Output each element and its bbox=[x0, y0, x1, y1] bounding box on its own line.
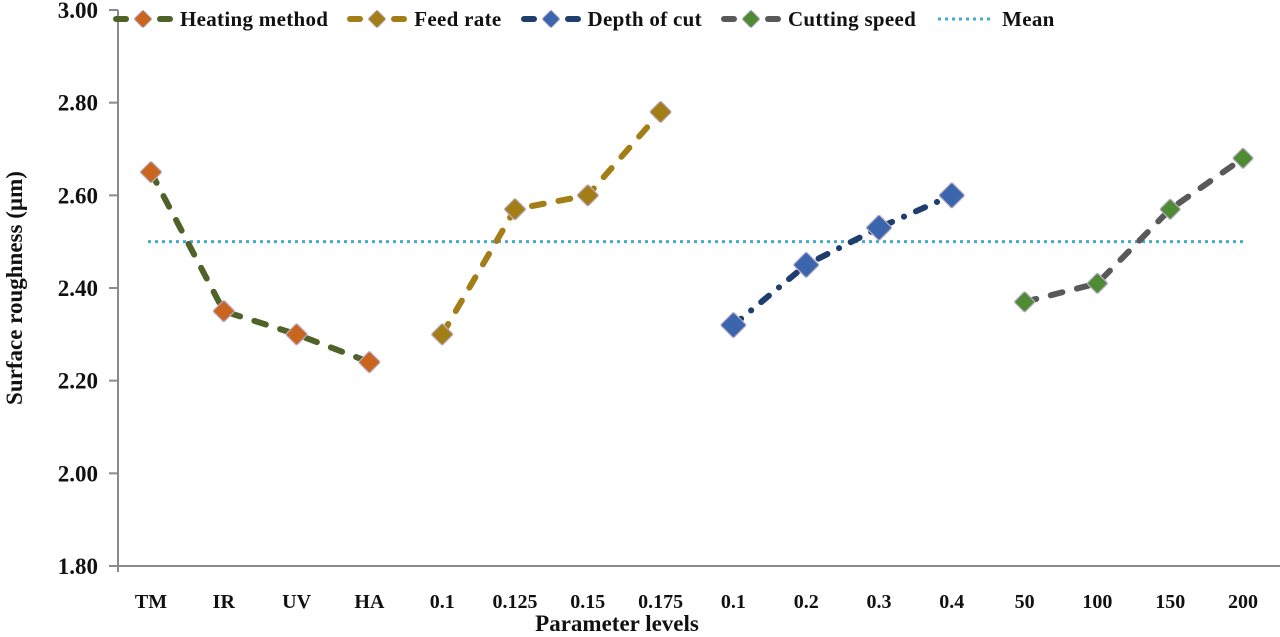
legend-item-depth-of-cut: Depth of cut bbox=[520, 6, 702, 32]
y-tick-label: 2.40 bbox=[58, 276, 98, 301]
legend-marker-feed-rate bbox=[347, 10, 408, 28]
data-point-marker bbox=[358, 351, 381, 374]
x-axis-title: Parameter levels bbox=[535, 611, 699, 636]
x-tick-label: HA bbox=[354, 591, 385, 613]
y-tick-label: 2.60 bbox=[58, 183, 98, 208]
x-tick-label: 100 bbox=[1082, 591, 1112, 613]
y-tick-label: 3.00 bbox=[58, 0, 98, 23]
legend-marker-depth-of-cut bbox=[520, 10, 581, 28]
data-point-marker bbox=[1159, 198, 1181, 220]
x-tick-label: 0.1 bbox=[721, 591, 746, 613]
legend-label-feed-rate: Feed rate bbox=[414, 6, 502, 31]
data-point-marker bbox=[1232, 147, 1254, 169]
y-tick-label: 2.20 bbox=[58, 369, 98, 394]
series-depth-of-cut bbox=[720, 182, 965, 339]
x-tick-label: UV bbox=[282, 591, 311, 613]
chart-legend: Heating method Feed rate Depth of cut Cutti… bbox=[113, 2, 1055, 36]
series-line-cutting-speed bbox=[1021, 155, 1246, 305]
data-point-marker bbox=[431, 323, 454, 346]
legend-item-feed-rate: Feed rate bbox=[347, 6, 502, 32]
series-feed-rate bbox=[431, 100, 672, 346]
x-tick-label: 0.2 bbox=[794, 591, 819, 613]
data-point-marker bbox=[212, 300, 235, 323]
legend-item-cutting-speed: Cutting speed bbox=[720, 6, 917, 32]
x-tick-label: 0.15 bbox=[570, 591, 605, 613]
series-line-feed-rate bbox=[439, 108, 664, 338]
x-tick-label: 0.125 bbox=[493, 591, 538, 613]
x-tick-label: 0.3 bbox=[867, 591, 892, 613]
y-tick-label: 2.00 bbox=[58, 461, 98, 486]
y-tick-label: 1.80 bbox=[58, 554, 98, 579]
data-point-marker bbox=[649, 100, 672, 123]
series-heating-method bbox=[140, 161, 381, 374]
legend-label-depth-of-cut: Depth of cut bbox=[587, 6, 702, 31]
x-tick-label: 0.1 bbox=[430, 591, 455, 613]
data-point-marker bbox=[938, 182, 965, 209]
legend-label-mean: Mean bbox=[1002, 6, 1055, 31]
series-line-heating-method bbox=[148, 169, 373, 366]
data-point-marker bbox=[285, 323, 308, 346]
x-tick-label: 0.175 bbox=[638, 591, 683, 613]
x-tick-label: IR bbox=[213, 591, 236, 613]
legend-marker-heating-method bbox=[113, 10, 173, 28]
series-line-depth-of-cut bbox=[730, 192, 955, 329]
legend-label-cutting-speed: Cutting speed bbox=[787, 6, 917, 31]
data-point-marker bbox=[793, 251, 820, 278]
x-tick-label: 200 bbox=[1228, 591, 1258, 613]
data-point-marker bbox=[720, 312, 747, 339]
legend-marker-mean bbox=[938, 17, 991, 21]
x-tick-label: 150 bbox=[1155, 591, 1185, 613]
x-tick-label: 0.4 bbox=[939, 591, 964, 613]
data-point-marker bbox=[140, 161, 162, 184]
y-tick-label: 2.80 bbox=[58, 91, 98, 116]
data-point-marker bbox=[1086, 272, 1108, 294]
y-axis-title: Surface roughness (µm) bbox=[2, 171, 27, 405]
data-point-marker bbox=[866, 214, 892, 241]
data-point-marker bbox=[504, 198, 526, 221]
x-tick-label: TM bbox=[135, 591, 167, 613]
legend-item-heating-method: Heating method bbox=[113, 6, 329, 32]
series-cutting-speed bbox=[1014, 147, 1254, 313]
legend-label-heating-method: Heating method bbox=[180, 6, 329, 31]
legend-marker-cutting-speed bbox=[720, 10, 781, 28]
legend-item-mean: Mean bbox=[936, 7, 1055, 32]
data-point-marker bbox=[1014, 291, 1036, 313]
data-point-marker bbox=[576, 184, 599, 207]
x-tick-label: 50 bbox=[1015, 591, 1035, 613]
